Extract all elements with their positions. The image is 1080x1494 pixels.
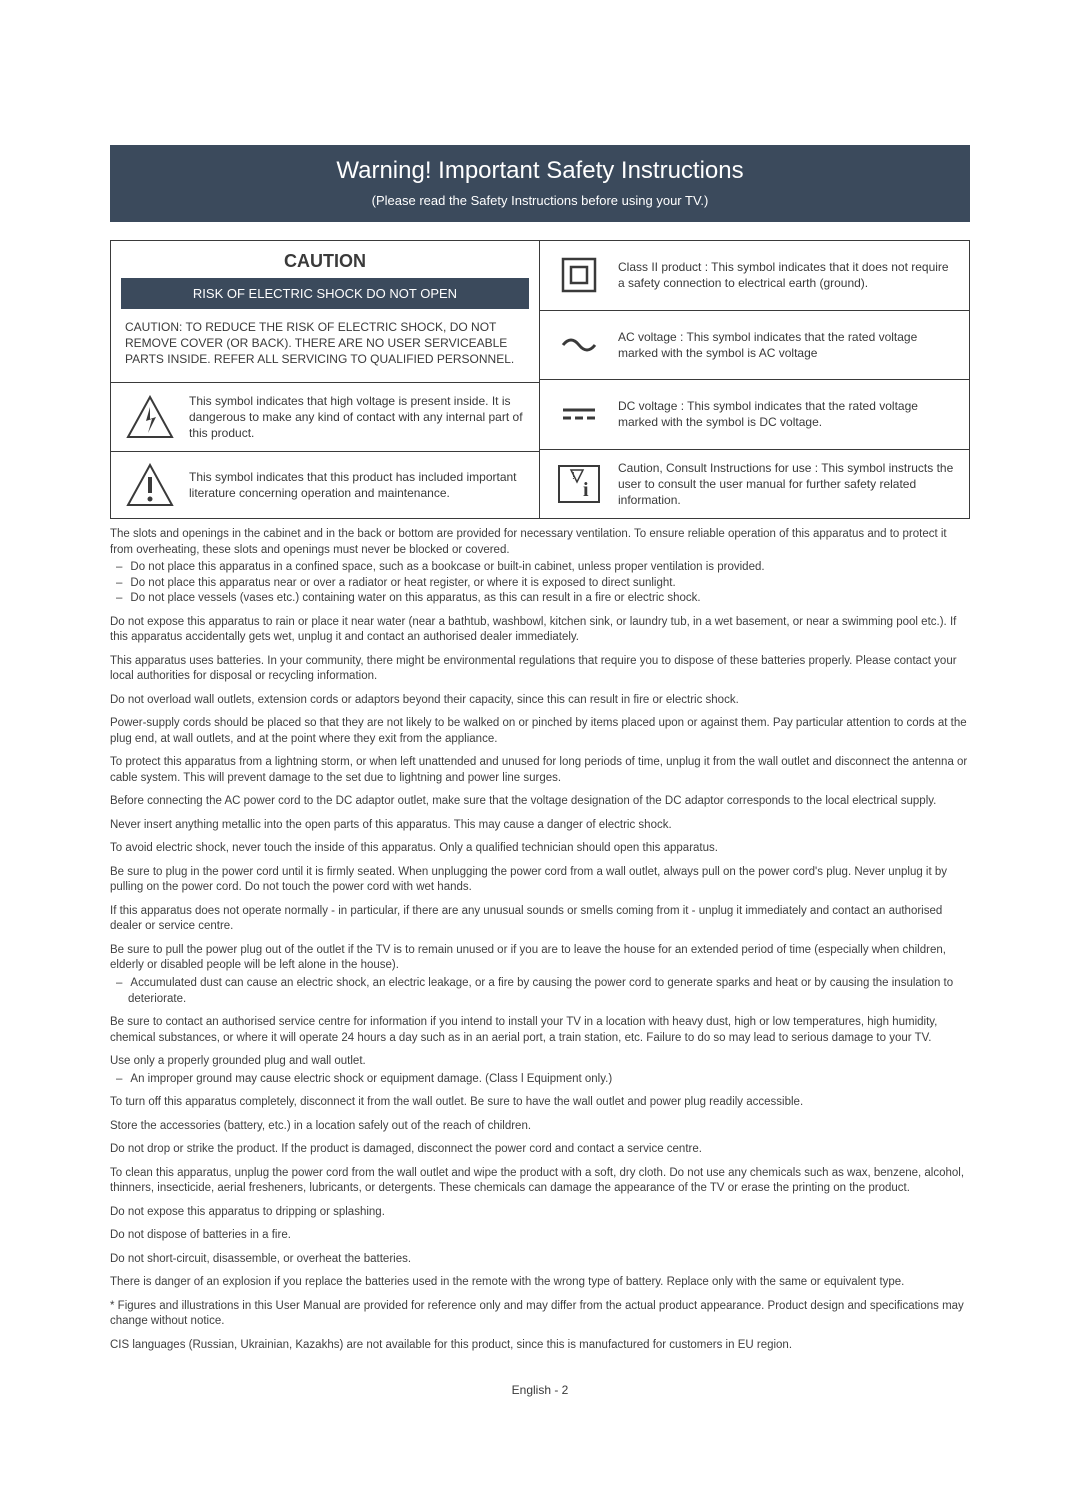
bullet-list: Accumulated dust can cause an electric s… bbox=[128, 976, 970, 1007]
body-para: Use only a properly grounded plug and wa… bbox=[110, 1054, 970, 1070]
body-para: Be sure to contact an authorised service… bbox=[110, 1015, 970, 1046]
body-para: Be sure to plug in the power cord until … bbox=[110, 865, 970, 896]
body-para: To avoid electric shock, never touch the… bbox=[110, 841, 970, 857]
body-para: Do not dispose of batteries in a fire. bbox=[110, 1228, 970, 1244]
symbol-text: This symbol indicates that this product … bbox=[189, 469, 525, 501]
caution-body-text: CAUTION: TO REDUCE THE RISK OF ELECTRIC … bbox=[111, 319, 539, 382]
symbol-row-high-voltage: This symbol indicates that high voltage … bbox=[111, 383, 539, 452]
bullet-item: Do not place vessels (vases etc.) contai… bbox=[128, 591, 970, 607]
ac-voltage-icon bbox=[554, 322, 604, 368]
bullet-item: Accumulated dust can cause an electric s… bbox=[128, 976, 970, 1007]
warning-left-column: CAUTION RISK OF ELECTRIC SHOCK DO NOT OP… bbox=[111, 241, 540, 518]
body-para: Before connecting the AC power cord to t… bbox=[110, 794, 970, 810]
bullet-item: Do not place this apparatus in a confine… bbox=[128, 560, 970, 576]
body-para: Power-supply cords should be placed so t… bbox=[110, 716, 970, 747]
body-para: There is danger of an explosion if you r… bbox=[110, 1275, 970, 1291]
body-para: Do not short-circuit, disassemble, or ov… bbox=[110, 1252, 970, 1268]
page-subtitle: (Please read the Safety Instructions bef… bbox=[110, 193, 970, 208]
warning-table: CAUTION RISK OF ELECTRIC SHOCK DO NOT OP… bbox=[110, 240, 970, 519]
bullet-item: Do not place this apparatus near or over… bbox=[128, 576, 970, 592]
body-para: Do not drop or strike the product. If th… bbox=[110, 1142, 970, 1158]
body-para: Do not expose this apparatus to rain or … bbox=[110, 615, 970, 646]
body-para: Store the accessories (battery, etc.) in… bbox=[110, 1119, 970, 1135]
page-title: Warning! Important Safety Instructions bbox=[110, 157, 970, 185]
symbol-text: AC voltage : This symbol indicates that … bbox=[618, 329, 955, 361]
body-para: * Figures and illustrations in this User… bbox=[110, 1299, 970, 1330]
symbol-row-manual: !i Caution, Consult Instructions for use… bbox=[540, 449, 969, 519]
warning-right-column: Class II product : This symbol indicates… bbox=[540, 241, 969, 518]
symbol-row-dc: DC voltage : This symbol indicates that … bbox=[540, 379, 969, 449]
exclamation-icon bbox=[125, 462, 175, 508]
body-para: Be sure to pull the power plug out of th… bbox=[110, 943, 970, 974]
symbol-row-ac: AC voltage : This symbol indicates that … bbox=[540, 310, 969, 380]
body-para: If this apparatus does not operate norma… bbox=[110, 904, 970, 935]
consult-manual-icon: !i bbox=[554, 461, 604, 507]
header-bar: Warning! Important Safety Instructions (… bbox=[110, 145, 970, 222]
body-para: To protect this apparatus from a lightni… bbox=[110, 755, 970, 786]
class2-icon bbox=[554, 252, 604, 298]
symbol-text: This symbol indicates that high voltage … bbox=[189, 393, 525, 442]
high-voltage-icon bbox=[125, 394, 175, 440]
dc-voltage-icon bbox=[554, 391, 604, 437]
body-para: CIS languages (Russian, Ukrainian, Kazak… bbox=[110, 1338, 970, 1354]
page-number: English - 2 bbox=[110, 1383, 970, 1397]
caution-heading: CAUTION bbox=[111, 241, 539, 278]
body-para: Do not overload wall outlets, extension … bbox=[110, 693, 970, 709]
symbol-text: DC voltage : This symbol indicates that … bbox=[618, 398, 955, 430]
body-para: This apparatus uses batteries. In your c… bbox=[110, 654, 970, 685]
bullet-list: Do not place this apparatus in a confine… bbox=[128, 560, 970, 607]
body-para: To clean this apparatus, unplug the powe… bbox=[110, 1166, 970, 1197]
symbol-row-literature: This symbol indicates that this product … bbox=[111, 451, 539, 518]
body-para: Never insert anything metallic into the … bbox=[110, 818, 970, 834]
risk-bar: RISK OF ELECTRIC SHOCK DO NOT OPEN bbox=[121, 278, 529, 309]
body-para: Do not expose this apparatus to dripping… bbox=[110, 1205, 970, 1221]
symbol-text: Caution, Consult Instructions for use : … bbox=[618, 460, 955, 509]
bullet-list: An improper ground may cause electric sh… bbox=[128, 1072, 970, 1088]
symbol-text: Class II product : This symbol indicates… bbox=[618, 259, 955, 291]
body-para: The slots and openings in the cabinet an… bbox=[110, 527, 970, 558]
body-para: To turn off this apparatus completely, d… bbox=[110, 1095, 970, 1111]
svg-text:!: ! bbox=[572, 471, 575, 482]
symbol-row-class2: Class II product : This symbol indicates… bbox=[540, 241, 969, 310]
svg-text:i: i bbox=[583, 479, 589, 501]
bullet-item: An improper ground may cause electric sh… bbox=[128, 1072, 970, 1088]
